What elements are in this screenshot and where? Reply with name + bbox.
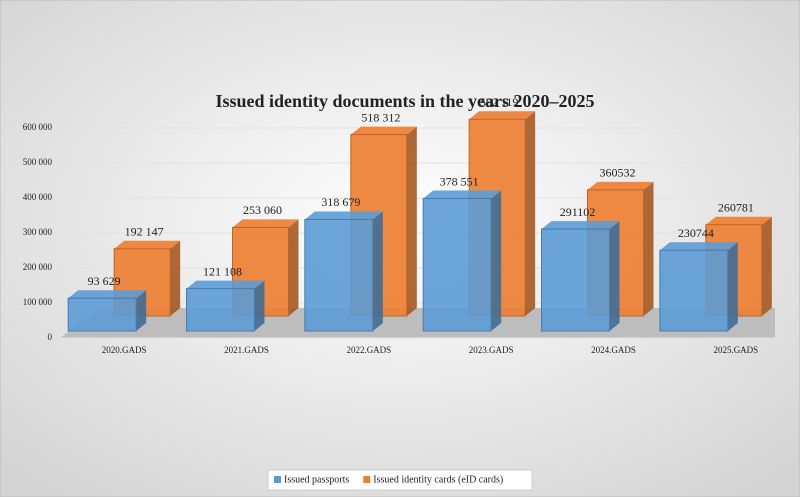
- legend-swatch: [363, 476, 371, 483]
- value-label: 562 119: [480, 95, 519, 109]
- y-tick-label: 100 000: [23, 297, 53, 307]
- y-tick-label: 400 000: [23, 192, 53, 202]
- value-label: 378 551: [440, 174, 479, 188]
- bar-side: [170, 240, 181, 316]
- bar-side: [727, 242, 738, 331]
- bar-top: [659, 242, 738, 251]
- value-label: 260781: [718, 200, 754, 214]
- value-label: 291102: [560, 205, 596, 219]
- x-tick-label: 2021.GADS: [224, 345, 269, 355]
- bar: [422, 198, 492, 332]
- value-label: 318 679: [321, 195, 360, 209]
- y-tick-label: 300 000: [23, 227, 53, 237]
- y-tick-label: 600 000: [23, 122, 53, 132]
- y-tick-label: 500 000: [23, 157, 53, 167]
- legend: Issued passports Issued identity cards (e…: [274, 474, 503, 485]
- bar-side: [491, 190, 502, 331]
- value-label: 230744: [678, 226, 714, 240]
- bar-top: [469, 111, 536, 120]
- chart-title: Issued identity documents in the years 2…: [215, 91, 594, 111]
- bar: [659, 249, 729, 332]
- bar: [186, 288, 255, 332]
- value-label: 518 312: [361, 110, 400, 124]
- x-tick-label: 2025.GADS: [713, 345, 758, 355]
- bar-side: [525, 111, 536, 316]
- bar-side: [761, 216, 772, 316]
- bar-side: [254, 280, 265, 331]
- value-label: 253 060: [243, 203, 282, 217]
- x-tick-label: 2023.GADS: [469, 345, 514, 355]
- bar-top: [304, 211, 383, 220]
- bar: [541, 228, 610, 332]
- legend-swatch: [274, 476, 281, 483]
- x-tick-label: 2024.GADS: [591, 345, 636, 355]
- bar-top: [541, 221, 620, 230]
- y-tick-label: 200 000: [23, 262, 53, 272]
- value-label: 192 147: [125, 224, 164, 238]
- value-label: 93 629: [88, 274, 121, 288]
- bar-side: [136, 290, 147, 331]
- bar-top: [587, 181, 654, 190]
- bar-top: [232, 219, 299, 228]
- bar-side: [609, 221, 620, 331]
- bar: [67, 297, 137, 332]
- x-tick-label: 2020.GADS: [102, 345, 147, 355]
- bar-side: [288, 219, 299, 316]
- bar-top: [186, 280, 265, 289]
- bar-side: [643, 181, 654, 316]
- bar-top: [114, 240, 181, 249]
- y-tick-label: 0: [48, 332, 53, 342]
- legend-box: [267, 469, 533, 491]
- bar-side: [372, 211, 383, 331]
- legend-label: Issued identity cards (eID cards): [373, 474, 503, 485]
- bar-top: [68, 290, 147, 299]
- bar-top: [350, 126, 417, 135]
- bar-top: [423, 190, 502, 199]
- bar: [304, 218, 374, 332]
- bar-side: [406, 126, 417, 317]
- bar-top: [705, 216, 772, 225]
- x-tick-label: 2022.GADS: [346, 345, 391, 355]
- value-label: 360532: [600, 166, 636, 180]
- legend-label: Issued passports: [284, 474, 349, 485]
- value-label: 121 108: [203, 264, 242, 278]
